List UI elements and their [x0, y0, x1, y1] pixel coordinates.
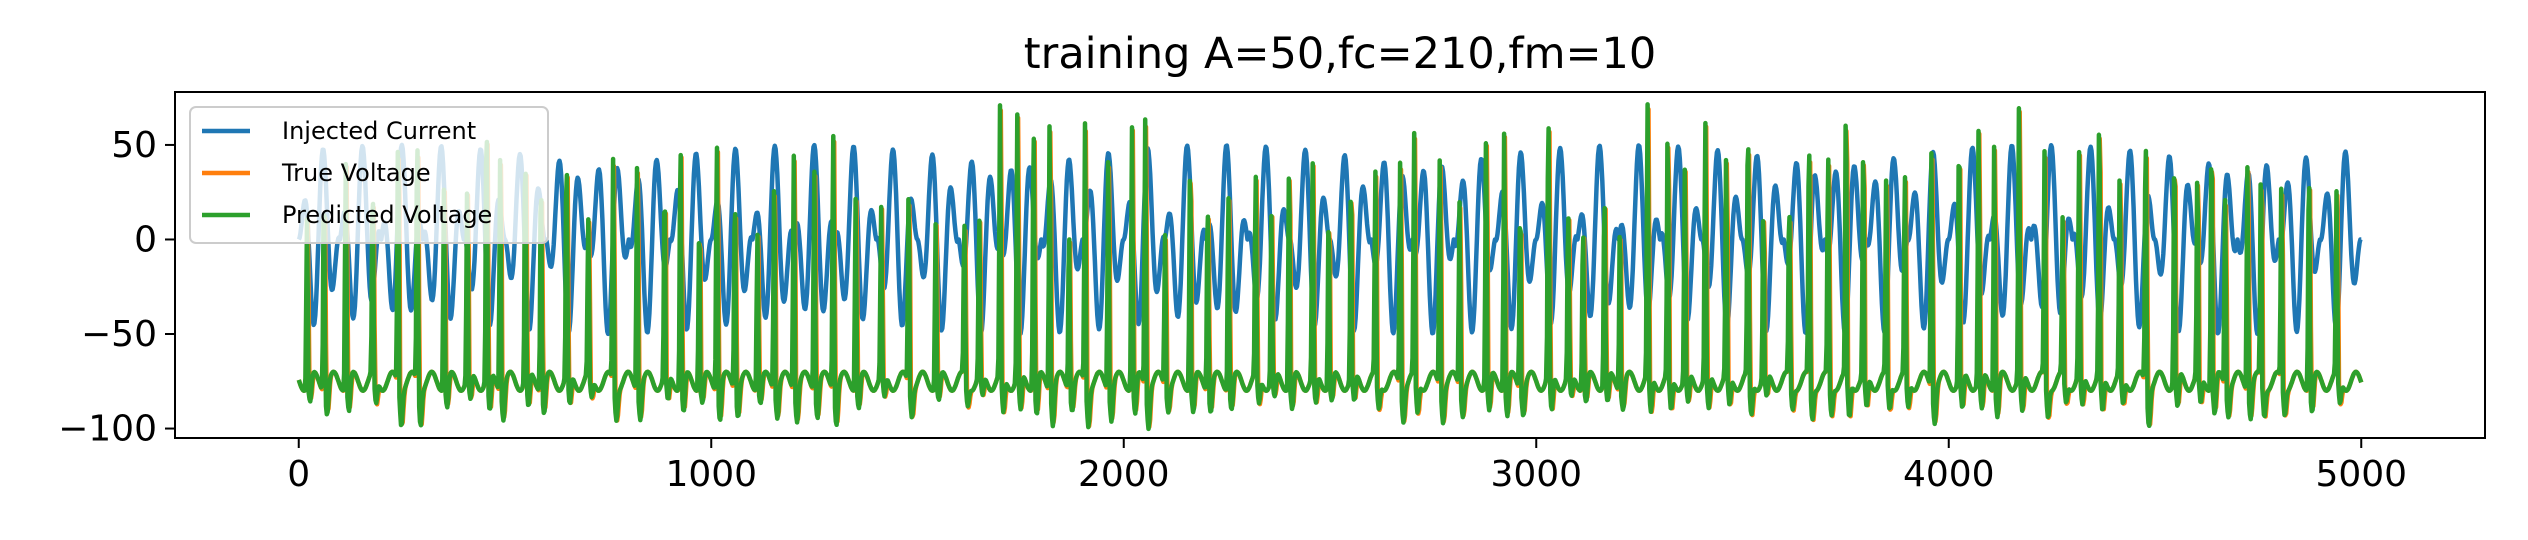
y-tick-label: 0 [134, 219, 157, 260]
x-tick-label: 3000 [1490, 454, 1582, 495]
legend: Injected Current True Voltage Predicted Vo… [189, 106, 549, 244]
x-tick-label: 1000 [665, 454, 757, 495]
axes-frame [174, 91, 2486, 439]
x-tick-label: 4000 [1903, 454, 1995, 495]
x-axis: 0 1000 2000 3000 4000 5000 [287, 438, 2407, 495]
legend-box [189, 106, 549, 244]
y-tick-label: −50 [81, 314, 157, 355]
legend-label: True Voltage [281, 159, 431, 187]
chart-title: training A=50,fc=210,fm=10 [1024, 29, 1656, 79]
y-tick-label: −100 [58, 409, 157, 450]
series-line-predicted-voltage [296, 102, 2364, 432]
x-tick-label: 0 [287, 454, 310, 495]
y-tick-label: 50 [111, 125, 157, 166]
x-tick-label: 2000 [1078, 454, 1170, 495]
y-axis: −100 −50 0 50 [58, 125, 175, 450]
plot-area: 0 1000 2000 3000 4000 5000 −100 −50 0 50 Injecte… [58, 91, 2486, 495]
legend-label: Injected Current [282, 117, 476, 145]
series-layer [296, 102, 2364, 432]
legend-label: Predicted Voltage [282, 201, 492, 229]
x-tick-label: 5000 [2315, 454, 2407, 495]
